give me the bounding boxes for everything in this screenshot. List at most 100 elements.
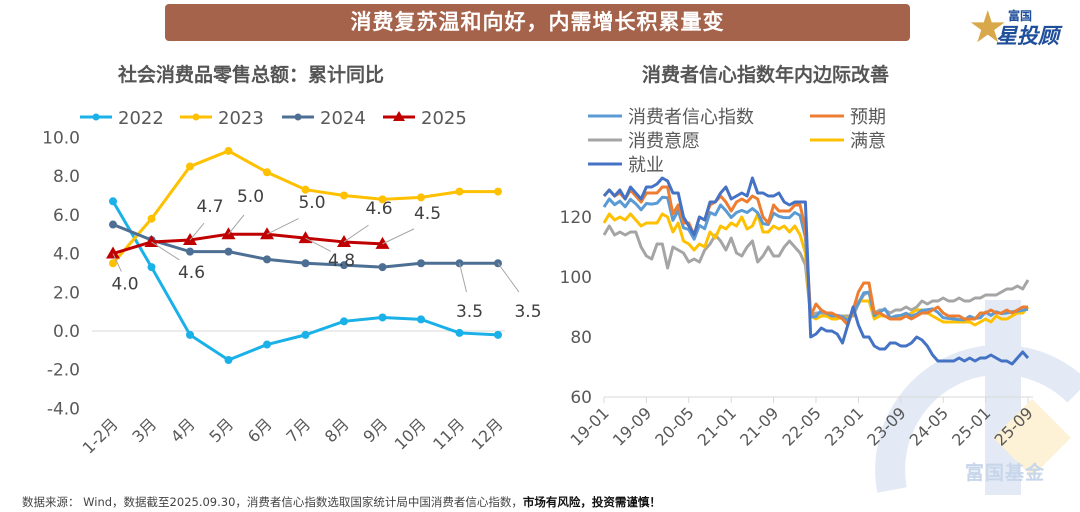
data-point [224,247,233,256]
data-point [186,162,194,171]
legend-label: 消费意愿 [628,131,700,152]
legend-label: 2025 [421,108,467,129]
data-point [455,328,464,337]
data-point [417,259,425,268]
legend-label: 就业 [628,155,664,176]
data-label: 4.0 [111,275,138,295]
series-line-消费意愿 [602,224,1030,318]
data-point [340,191,348,200]
x-tick-label: 21-01 [694,403,740,449]
data-point [221,227,236,240]
y-tick-label: 120 [560,208,592,228]
y-tick-label: 4.0 [53,245,80,265]
data-point [494,330,502,339]
data-label: 4.7 [196,197,223,217]
data-point [186,330,194,339]
data-point [301,330,310,339]
data-point [224,146,233,155]
data-point [375,236,390,249]
legend-label: 2023 [218,108,264,129]
legend-label: 满意 [850,131,886,152]
legend-label: 消费者信心指数 [628,107,754,128]
page-title: 消费复苏温和向好，内需增长积累量变 [350,10,725,34]
data-point [340,317,348,326]
right-chart-title: 消费者信心指数年内边际改善 [642,64,890,86]
legend-marker [393,111,405,121]
legend-marker [294,113,302,121]
data-label: 5.0 [237,187,264,207]
data-point [109,197,117,206]
footer-note: 数据来源： Wind，数据截至2025.09.30，消费者信心指数选取国家统计局… [22,495,661,509]
watermark-diamond [993,398,1071,477]
data-label-leader [382,228,415,245]
data-point [147,263,156,272]
x-tick-label: 19-01 [567,403,613,449]
logo-text-top: 富国 [1008,9,1033,23]
legend-label: 2024 [320,108,366,129]
data-point [186,247,194,256]
data-point [263,255,271,264]
data-label: 4.5 [414,204,441,224]
x-tick-label: 19-09 [609,403,655,449]
data-label-leader [497,262,520,293]
data-point [183,233,197,246]
data-label-leader [228,214,245,235]
data-point [378,313,387,322]
y-tick-label: 10.0 [42,128,80,148]
source-note: 数据来源： Wind，数据截至2025.09.30，消费者信心指数选取国家统计局… [22,495,523,509]
x-tick-label: 21-09 [736,403,782,449]
legend-label: 2022 [118,108,164,129]
data-label-leader [459,263,467,293]
legend-marker [92,113,100,121]
y-tick-label: 60 [570,388,592,408]
series-line-预期 [602,185,1028,327]
watermark-arc [875,344,1080,493]
data-label-leader [305,237,331,252]
left-chart-title: 社会消费品零售总额：累计同比 [118,64,385,86]
data-label: 3.5 [456,302,483,322]
data-label: 4.8 [328,251,355,271]
data-label-leader [151,241,180,261]
y-tick-label: 8.0 [53,167,80,187]
data-point [494,187,502,196]
data-label: 5.0 [298,193,325,213]
data-point [106,246,120,259]
data-point [263,168,271,177]
data-point [301,259,310,268]
y-tick-label: -4.0 [47,399,80,419]
risk-warning: 市场有风险，投资需谨慎！ [522,495,661,509]
data-point [417,193,425,202]
x-tick-label: 24-05 [906,403,952,449]
data-point [340,261,348,270]
data-label: 4.6 [365,199,392,219]
data-label-leader [343,224,369,243]
y-tick-label: 80 [570,328,592,348]
y-tick-label: 2.0 [53,283,80,303]
data-label-leader [112,253,122,272]
data-point [224,356,233,365]
data-point [378,263,387,272]
x-tick-label: 23-01 [821,403,867,449]
x-tick-label: 23-09 [863,403,909,449]
x-tick-label: 20-05 [651,403,697,449]
x-tick-label: 25-01 [948,403,994,449]
x-tick-label: 25-09 [991,403,1037,449]
data-point [109,220,117,229]
logo-text-bottom: 星投顾 [996,24,1059,48]
y-tick-label: 0.0 [53,322,80,342]
data-point [417,315,425,324]
data-point [378,195,387,204]
data-label-leader [189,222,205,241]
data-label: 3.5 [514,302,541,322]
data-point [301,185,310,194]
data-point [260,227,274,240]
x-tick-label: 22-05 [779,403,825,449]
legend-marker [192,113,200,121]
series-line-2025 [112,232,383,255]
y-tick-label: 6.0 [53,206,80,226]
series-line-就业 [602,176,1030,366]
data-label: 4.6 [178,263,205,283]
data-point [337,234,351,247]
